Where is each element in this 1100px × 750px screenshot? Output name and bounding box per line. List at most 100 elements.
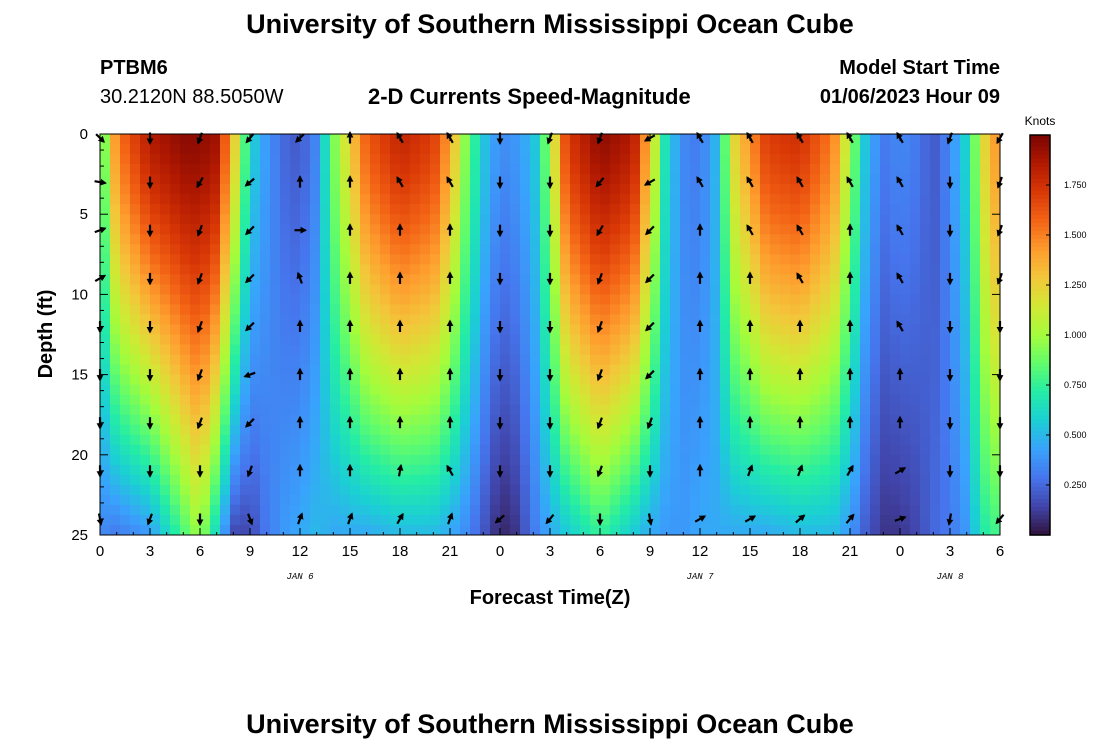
heatmap-cell bbox=[190, 204, 201, 215]
heatmap-cell bbox=[690, 204, 701, 215]
heatmap-cell bbox=[340, 224, 351, 235]
heatmap-cell bbox=[190, 334, 201, 346]
heatmap-cell bbox=[440, 274, 451, 285]
heatmap-cell bbox=[530, 354, 541, 366]
heatmap-cell bbox=[920, 474, 931, 486]
heatmap-cell bbox=[290, 214, 301, 225]
heatmap-cell bbox=[370, 244, 381, 255]
heatmap-cell bbox=[120, 414, 131, 426]
heatmap-cell bbox=[630, 254, 641, 265]
heatmap-cell bbox=[640, 224, 651, 235]
heatmap-cell bbox=[830, 194, 841, 205]
heatmap-cell bbox=[430, 194, 441, 205]
heatmap-cell bbox=[610, 174, 621, 185]
heatmap-cell bbox=[960, 374, 971, 386]
heatmap-cell bbox=[510, 324, 521, 336]
heatmap-cell bbox=[360, 524, 371, 535]
heatmap-cell bbox=[900, 154, 911, 165]
heatmap-cell bbox=[550, 214, 561, 225]
heatmap-cell bbox=[820, 234, 831, 245]
heatmap-cell bbox=[140, 214, 151, 225]
heatmap-cell bbox=[500, 154, 511, 165]
heatmap-cell bbox=[890, 374, 901, 386]
heatmap-cell bbox=[910, 194, 921, 205]
heatmap-cell bbox=[530, 374, 541, 386]
heatmap-cell bbox=[460, 444, 471, 456]
heatmap-cell bbox=[670, 404, 681, 416]
heatmap-cell bbox=[400, 184, 411, 195]
heatmap-cell bbox=[940, 444, 951, 456]
heatmap-cell bbox=[510, 524, 521, 535]
heatmap-cell bbox=[420, 524, 431, 535]
heatmap-cell bbox=[120, 174, 131, 185]
heatmap-cell bbox=[240, 154, 251, 165]
heatmap-cell bbox=[940, 144, 951, 155]
heatmap-cell bbox=[980, 214, 991, 225]
heatmap-cell bbox=[290, 424, 301, 436]
heatmap-cell bbox=[530, 184, 541, 195]
heatmap-cell bbox=[830, 184, 841, 195]
heatmap-cell bbox=[670, 214, 681, 225]
heatmap-cell bbox=[640, 314, 651, 326]
heatmap-cell bbox=[710, 474, 721, 486]
heatmap-cell bbox=[320, 214, 331, 225]
heatmap-cell bbox=[670, 204, 681, 215]
heatmap-cell bbox=[790, 194, 801, 205]
heatmap-cell bbox=[920, 444, 931, 456]
x-tick-label: 3 bbox=[546, 543, 554, 560]
heatmap-cell bbox=[500, 384, 511, 396]
heatmap-cell bbox=[630, 394, 641, 406]
heatmap-cell bbox=[720, 194, 731, 205]
heatmap-cell bbox=[840, 484, 851, 496]
heatmap-cell bbox=[830, 164, 841, 175]
heatmap-cell bbox=[400, 214, 411, 225]
heatmap-cell bbox=[300, 204, 311, 215]
colorbar-segment bbox=[1030, 319, 1050, 324]
heatmap-cell bbox=[690, 484, 701, 496]
heatmap-cell bbox=[520, 324, 531, 336]
heatmap-cell bbox=[170, 444, 181, 456]
heatmap-cell bbox=[720, 314, 731, 326]
heatmap-cell bbox=[980, 394, 991, 406]
heatmap-cell bbox=[410, 214, 421, 225]
heatmap-cell bbox=[480, 454, 491, 466]
heatmap-cell bbox=[330, 194, 341, 205]
heatmap-cell bbox=[290, 414, 301, 426]
colorbar-segment bbox=[1030, 287, 1050, 292]
heatmap-cell bbox=[530, 344, 541, 356]
heatmap-cell bbox=[640, 394, 651, 406]
heatmap-cell bbox=[230, 154, 241, 165]
heatmap-cell bbox=[590, 334, 601, 346]
heatmap-cell bbox=[910, 444, 921, 456]
heatmap-cell bbox=[990, 444, 1000, 456]
heatmap-cell bbox=[200, 414, 211, 426]
heatmap-cell bbox=[540, 414, 551, 426]
heatmap-cell bbox=[490, 524, 501, 535]
heatmap-cell bbox=[460, 344, 471, 356]
heatmap-cell bbox=[840, 514, 851, 526]
heatmap-cell bbox=[890, 224, 901, 235]
current-arrow bbox=[796, 224, 804, 236]
heatmap-cell bbox=[740, 384, 751, 396]
heatmap-cell bbox=[390, 294, 401, 306]
heatmap-cell bbox=[910, 294, 921, 306]
heatmap-cell bbox=[660, 294, 671, 306]
heatmap-cell bbox=[890, 184, 901, 195]
heatmap-cell bbox=[500, 314, 511, 326]
heatmap-cell bbox=[770, 174, 781, 185]
heatmap-cell bbox=[540, 154, 551, 165]
heatmap-cell bbox=[220, 144, 231, 155]
heatmap-cell bbox=[650, 324, 661, 336]
heatmap-cell bbox=[990, 194, 1000, 205]
heatmap-cell bbox=[570, 164, 581, 175]
heatmap-cell bbox=[530, 164, 541, 175]
heatmap-cell bbox=[810, 524, 821, 535]
heatmap-cell bbox=[240, 294, 251, 306]
heatmap-cell bbox=[330, 494, 341, 506]
heatmap-cell bbox=[510, 514, 521, 526]
heatmap-cell bbox=[540, 484, 551, 496]
heatmap-cell bbox=[840, 214, 851, 225]
heatmap-cell bbox=[110, 264, 121, 275]
heatmap-cell bbox=[870, 484, 881, 496]
heatmap-cell bbox=[560, 214, 571, 225]
